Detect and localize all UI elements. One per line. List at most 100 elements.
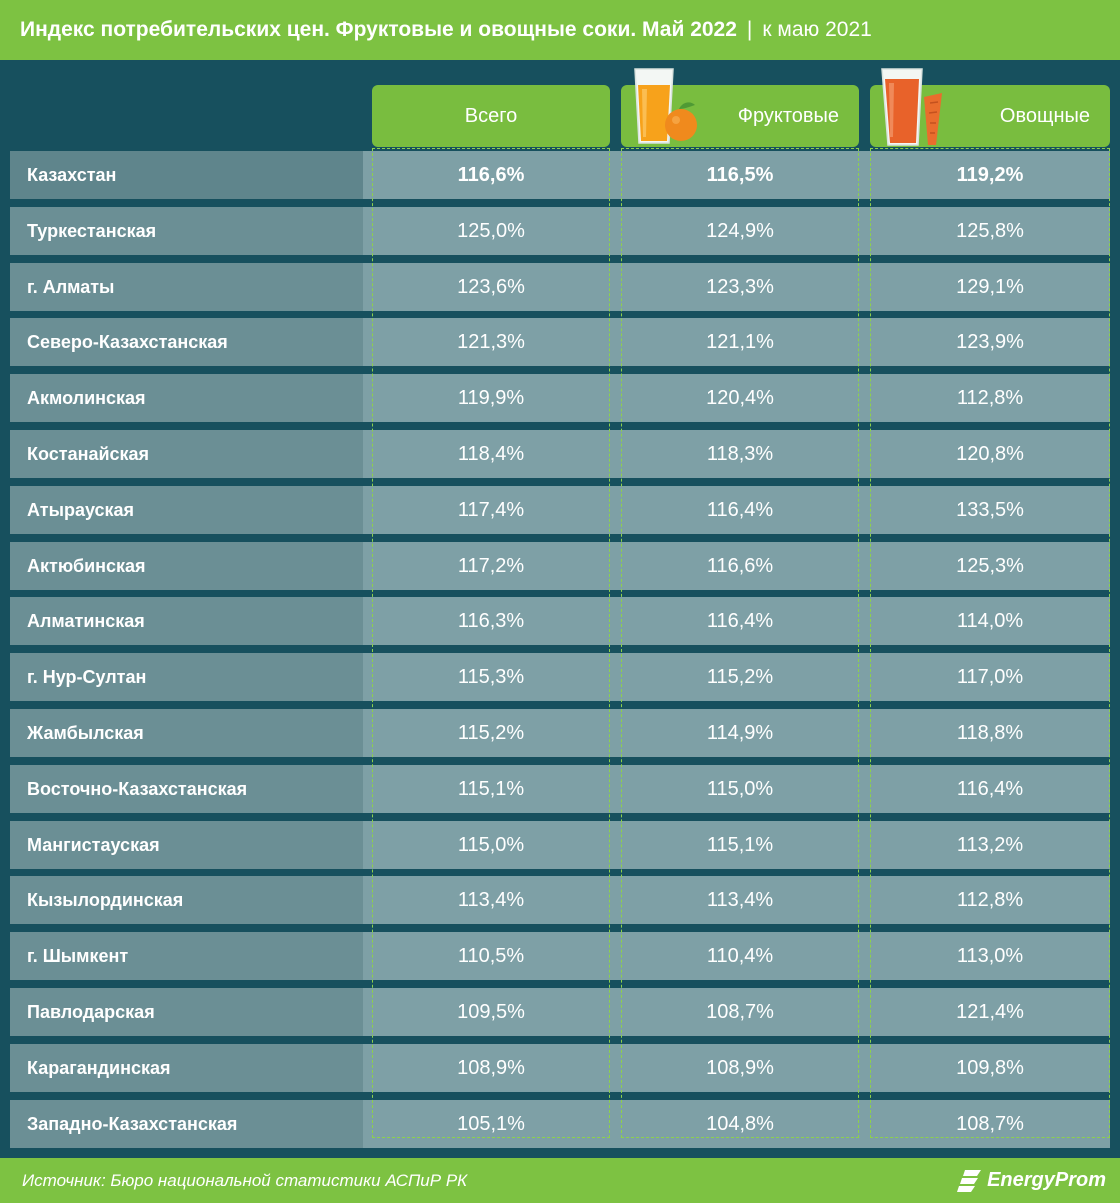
cell-spacer <box>859 597 870 645</box>
energyprom-logo-icon <box>957 1169 982 1192</box>
region-name: Мангистауская <box>10 821 363 869</box>
cell-spacer <box>363 765 372 813</box>
region-name: Западно-Казахстанская <box>10 1100 363 1148</box>
cell-spacer <box>859 486 870 534</box>
cell-spacer <box>859 1100 870 1148</box>
value-cell: 114,9% <box>621 709 859 757</box>
cell-spacer <box>610 486 621 534</box>
column-header-label: Всего <box>464 104 518 127</box>
cell-spacer <box>610 151 621 199</box>
region-name: Атырауская <box>10 486 363 534</box>
value-cell: 121,1% <box>621 318 859 366</box>
value-cell: 115,2% <box>372 709 610 757</box>
column-header-label: Овощные <box>999 104 1090 127</box>
cell-spacer <box>859 207 870 255</box>
cell-spacer <box>610 988 621 1036</box>
value-cell: 108,9% <box>372 1044 610 1092</box>
cell-spacer <box>363 374 372 422</box>
value-cell: 115,0% <box>621 765 859 813</box>
value-cell: 112,8% <box>870 876 1110 924</box>
value-cell: 115,3% <box>372 653 610 701</box>
value-cell: 121,4% <box>870 988 1110 1036</box>
value-cell: 115,1% <box>372 765 610 813</box>
cell-spacer <box>610 263 621 311</box>
cell-spacer <box>859 542 870 590</box>
cell-spacer <box>610 1044 621 1092</box>
value-cell: 113,4% <box>372 876 610 924</box>
cell-spacer <box>859 318 870 366</box>
table-row: Актюбинская 117,2% 116,6% 125,3% <box>10 542 1110 590</box>
cell-spacer <box>363 430 372 478</box>
table-row: Костанайская 118,4% 118,3% 120,8% <box>10 430 1110 478</box>
region-name: Туркестанская <box>10 207 363 255</box>
region-name: г. Шымкент <box>10 932 363 980</box>
value-cell: 120,4% <box>621 374 859 422</box>
value-cell: 117,4% <box>372 486 610 534</box>
cell-spacer <box>610 653 621 701</box>
cell-spacer <box>859 263 870 311</box>
cell-spacer <box>859 1044 870 1092</box>
cell-spacer <box>363 988 372 1036</box>
value-cell: 108,7% <box>870 1100 1110 1148</box>
cell-spacer <box>363 597 372 645</box>
value-cell: 115,2% <box>621 653 859 701</box>
value-cell: 109,5% <box>372 988 610 1036</box>
chart-subtitle: к маю 2021 <box>762 18 872 41</box>
value-cell: 113,4% <box>621 876 859 924</box>
chart-title: Индекс потребительских цен. Фруктовые и … <box>20 18 737 41</box>
value-cell: 123,6% <box>372 263 610 311</box>
value-cell: 133,5% <box>870 486 1110 534</box>
value-cell: 116,6% <box>621 542 859 590</box>
value-cell: 123,3% <box>621 263 859 311</box>
column-header-total: Всего <box>372 85 610 147</box>
value-cell: 116,4% <box>621 597 859 645</box>
cell-spacer <box>610 318 621 366</box>
cell-spacer <box>363 876 372 924</box>
cell-spacer <box>610 709 621 757</box>
cell-spacer <box>610 207 621 255</box>
title-separator: | <box>746 18 753 41</box>
region-name: Кызылординская <box>10 876 363 924</box>
table-row: Восточно-Казахстанская 115,1% 115,0% 116,4% <box>10 765 1110 813</box>
table-row: Северо-Казахстанская 121,3% 121,1% 123,9% <box>10 318 1110 366</box>
value-cell: 118,8% <box>870 709 1110 757</box>
table-row: Западно-Казахстанская 105,1% 104,8% 108,7% <box>10 1100 1110 1148</box>
value-cell: 129,1% <box>870 263 1110 311</box>
table-row: Казахстан 116,6% 116,5% 119,2% <box>10 151 1110 199</box>
value-cell: 116,6% <box>372 151 610 199</box>
value-cell: 123,9% <box>870 318 1110 366</box>
cell-spacer <box>859 988 870 1036</box>
cell-spacer <box>363 207 372 255</box>
value-cell: 113,2% <box>870 821 1110 869</box>
cell-spacer <box>610 876 621 924</box>
column-header-label: Фруктовые <box>737 104 839 127</box>
value-cell: 116,5% <box>621 151 859 199</box>
value-cell: 116,3% <box>372 597 610 645</box>
cell-spacer <box>610 542 621 590</box>
region-name: Восточно-Казахстанская <box>10 765 363 813</box>
value-cell: 119,2% <box>870 151 1110 199</box>
table-row: Акмолинская 119,9% 120,4% 112,8% <box>10 374 1110 422</box>
region-name: Акмолинская <box>10 374 363 422</box>
cell-spacer <box>610 374 621 422</box>
region-name: Алматинская <box>10 597 363 645</box>
table-row: Павлодарская 109,5% 108,7% 121,4% <box>10 988 1110 1036</box>
cell-spacer <box>859 932 870 980</box>
title-bar: Индекс потребительских цен. Фруктовые и … <box>0 0 1120 60</box>
cell-spacer <box>363 932 372 980</box>
cell-spacer <box>859 765 870 813</box>
cell-spacer <box>859 374 870 422</box>
region-name: Карагандинская <box>10 1044 363 1092</box>
value-cell: 118,4% <box>372 430 610 478</box>
value-cell: 112,8% <box>870 374 1110 422</box>
value-cell: 125,3% <box>870 542 1110 590</box>
cell-spacer <box>363 1100 372 1148</box>
table-row: Карагандинская 108,9% 108,9% 109,8% <box>10 1044 1110 1092</box>
value-cell: 118,3% <box>621 430 859 478</box>
value-cell: 125,8% <box>870 207 1110 255</box>
table-row: Атырауская 117,4% 116,4% 133,5% <box>10 486 1110 534</box>
value-cell: 105,1% <box>372 1100 610 1148</box>
table-row: г. Нур-Султан 115,3% 115,2% 117,0% <box>10 653 1110 701</box>
value-cell: 116,4% <box>621 486 859 534</box>
value-cell: 120,8% <box>870 430 1110 478</box>
